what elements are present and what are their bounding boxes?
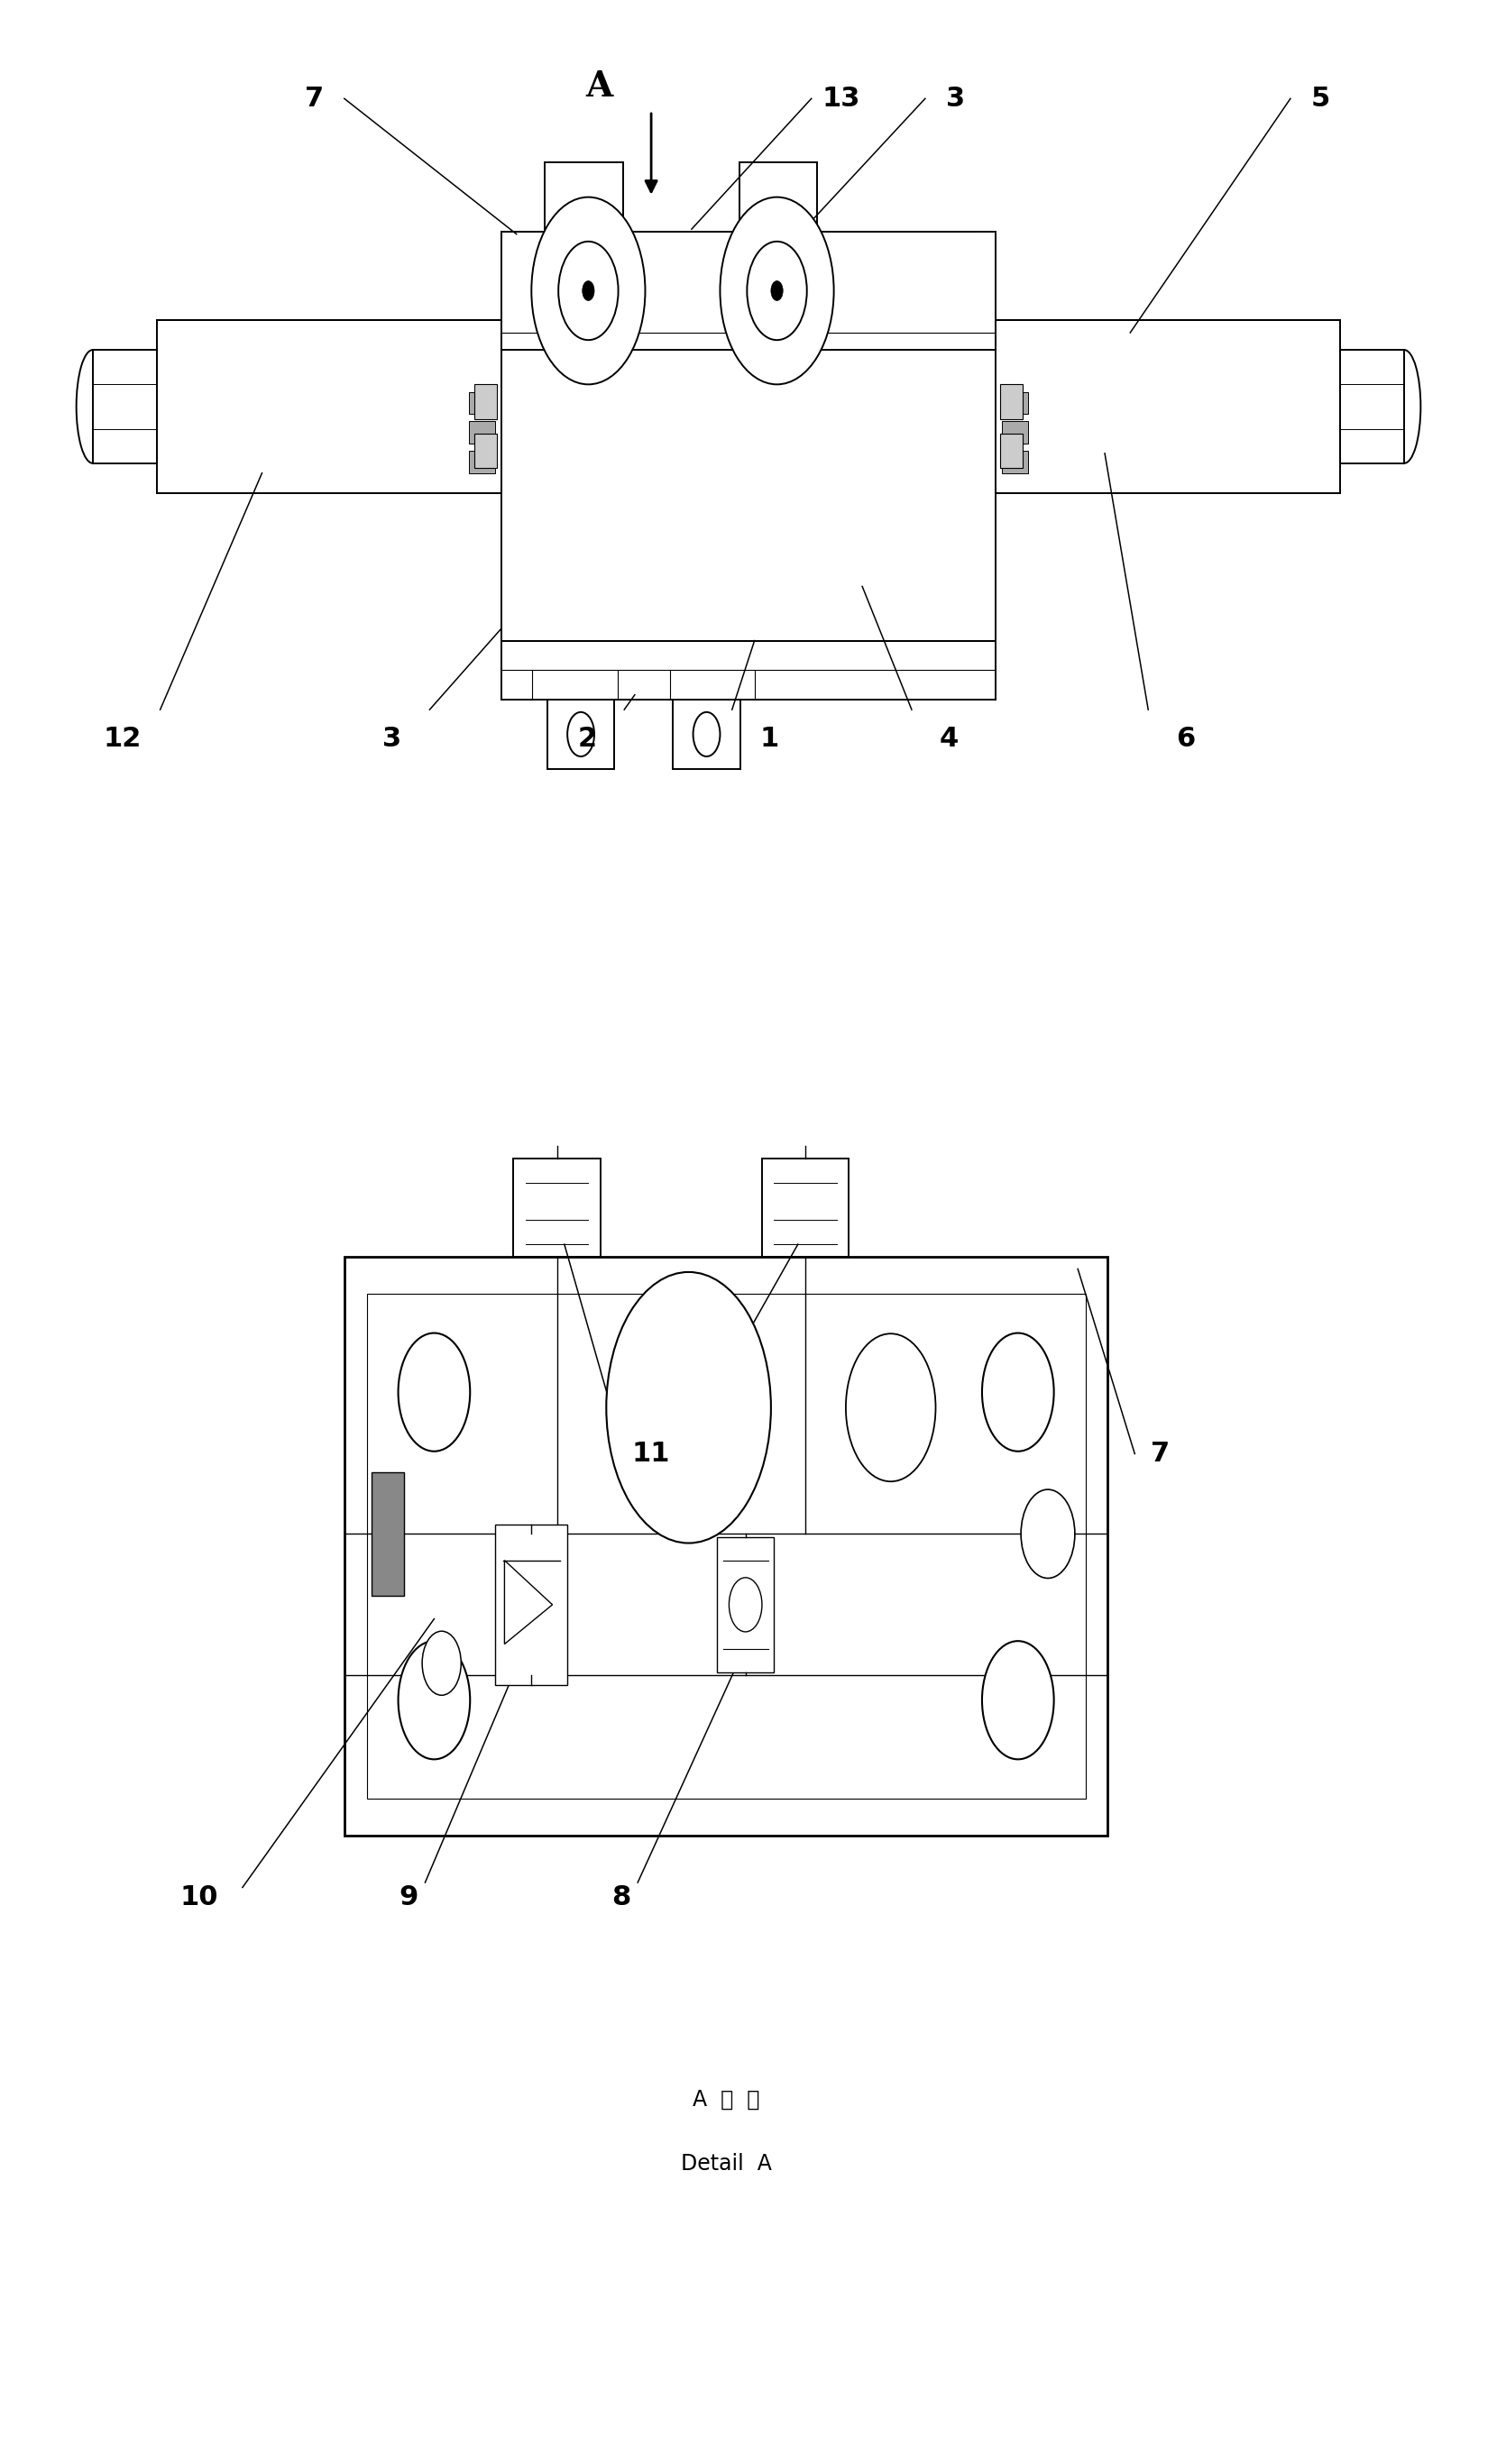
Text: A: A xyxy=(585,69,612,103)
Text: 4: 4 xyxy=(940,727,958,752)
Bar xyxy=(1001,392,1028,414)
Text: 3: 3 xyxy=(383,727,401,752)
Text: 12: 12 xyxy=(103,727,142,752)
Circle shape xyxy=(558,241,618,340)
Text: 1: 1 xyxy=(760,727,778,752)
Circle shape xyxy=(720,197,834,384)
Text: Detail  A: Detail A xyxy=(681,2154,771,2173)
Bar xyxy=(762,1158,849,1257)
Bar xyxy=(674,700,741,769)
Bar xyxy=(740,163,817,232)
Circle shape xyxy=(582,281,594,301)
Bar xyxy=(996,320,1340,493)
Bar xyxy=(496,1525,567,1685)
Bar xyxy=(469,421,496,444)
Circle shape xyxy=(693,712,720,756)
Text: 7: 7 xyxy=(1151,1441,1169,1466)
Bar xyxy=(469,392,496,414)
Text: 8: 8 xyxy=(612,1885,630,1910)
Text: 3: 3 xyxy=(946,86,964,111)
Bar xyxy=(1001,421,1028,444)
Bar xyxy=(157,320,501,493)
Bar xyxy=(93,350,157,463)
Bar xyxy=(545,163,623,232)
Circle shape xyxy=(398,1333,470,1451)
Bar xyxy=(1340,350,1404,463)
Bar xyxy=(501,350,996,641)
Circle shape xyxy=(531,197,645,384)
Bar xyxy=(1000,384,1022,419)
Bar xyxy=(475,434,497,468)
Circle shape xyxy=(606,1271,771,1542)
Text: 2: 2 xyxy=(578,727,596,752)
Circle shape xyxy=(846,1333,936,1481)
Text: 10: 10 xyxy=(180,1885,219,1910)
Bar xyxy=(513,1158,600,1257)
Circle shape xyxy=(982,1641,1054,1759)
Bar xyxy=(501,232,996,350)
Bar xyxy=(475,384,497,419)
Text: 13: 13 xyxy=(822,86,861,111)
Bar xyxy=(1001,451,1028,473)
Text: A  詳  細: A 詳 細 xyxy=(693,2089,759,2109)
Text: 7: 7 xyxy=(305,86,323,111)
Text: 9: 9 xyxy=(400,1885,418,1910)
Bar xyxy=(548,700,614,769)
Bar xyxy=(469,451,496,473)
Circle shape xyxy=(729,1577,762,1631)
Circle shape xyxy=(422,1631,461,1695)
Bar xyxy=(367,1294,1085,1799)
Bar xyxy=(344,1257,1108,1836)
Bar xyxy=(717,1538,774,1673)
Text: 5: 5 xyxy=(1311,86,1329,111)
Text: 11: 11 xyxy=(632,1441,671,1466)
Bar xyxy=(371,1473,404,1597)
Circle shape xyxy=(982,1333,1054,1451)
Circle shape xyxy=(771,281,783,301)
Circle shape xyxy=(567,712,594,756)
Circle shape xyxy=(398,1641,470,1759)
Circle shape xyxy=(1021,1488,1075,1579)
Text: 6: 6 xyxy=(1177,727,1195,752)
Circle shape xyxy=(747,241,807,340)
Bar xyxy=(1000,434,1022,468)
